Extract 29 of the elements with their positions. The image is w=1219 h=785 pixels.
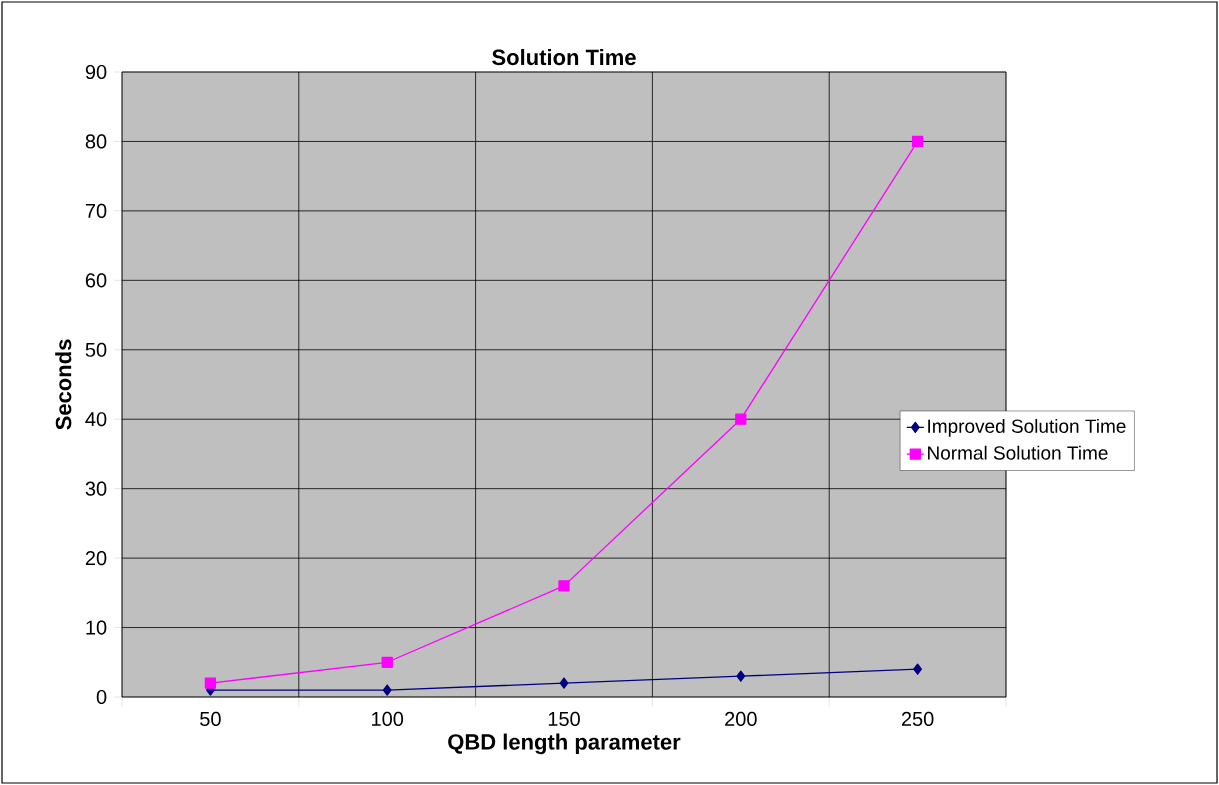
x-tick-label: 250 bbox=[901, 711, 934, 727]
x-tick-label: 50 bbox=[200, 711, 221, 727]
y-tick-label: 0 bbox=[96, 689, 107, 705]
legend-label: Normal Solution Time bbox=[928, 445, 1108, 460]
y-axis-title: Seconds bbox=[55, 339, 72, 430]
y-tick-label: 80 bbox=[85, 134, 107, 149]
point bbox=[382, 684, 392, 696]
point bbox=[911, 135, 924, 148]
point bbox=[736, 670, 746, 682]
point bbox=[559, 677, 569, 689]
y-tick-label: 30 bbox=[85, 481, 107, 496]
point bbox=[913, 663, 922, 675]
point bbox=[558, 580, 570, 592]
y-tick-label: 90 bbox=[85, 64, 107, 80]
x-axis-title: QBD length parameter bbox=[448, 733, 681, 755]
legend-label: Improved Solution Time bbox=[928, 418, 1126, 437]
y-tick-label: 20 bbox=[85, 551, 107, 566]
point bbox=[381, 656, 393, 668]
y-tick-label: 70 bbox=[85, 203, 107, 218]
y-tick-label: 60 bbox=[85, 273, 107, 288]
y-tick-label: 50 bbox=[85, 342, 107, 357]
chart-title: Solution Time bbox=[492, 48, 636, 66]
point bbox=[204, 677, 217, 689]
y-tick-label: 10 bbox=[86, 620, 107, 635]
y-tick-label: 40 bbox=[85, 412, 107, 427]
x-tick-label: 100 bbox=[372, 711, 404, 727]
point bbox=[735, 413, 747, 425]
x-tick-label: 200 bbox=[725, 711, 757, 727]
x-tick-label: 150 bbox=[548, 711, 580, 727]
